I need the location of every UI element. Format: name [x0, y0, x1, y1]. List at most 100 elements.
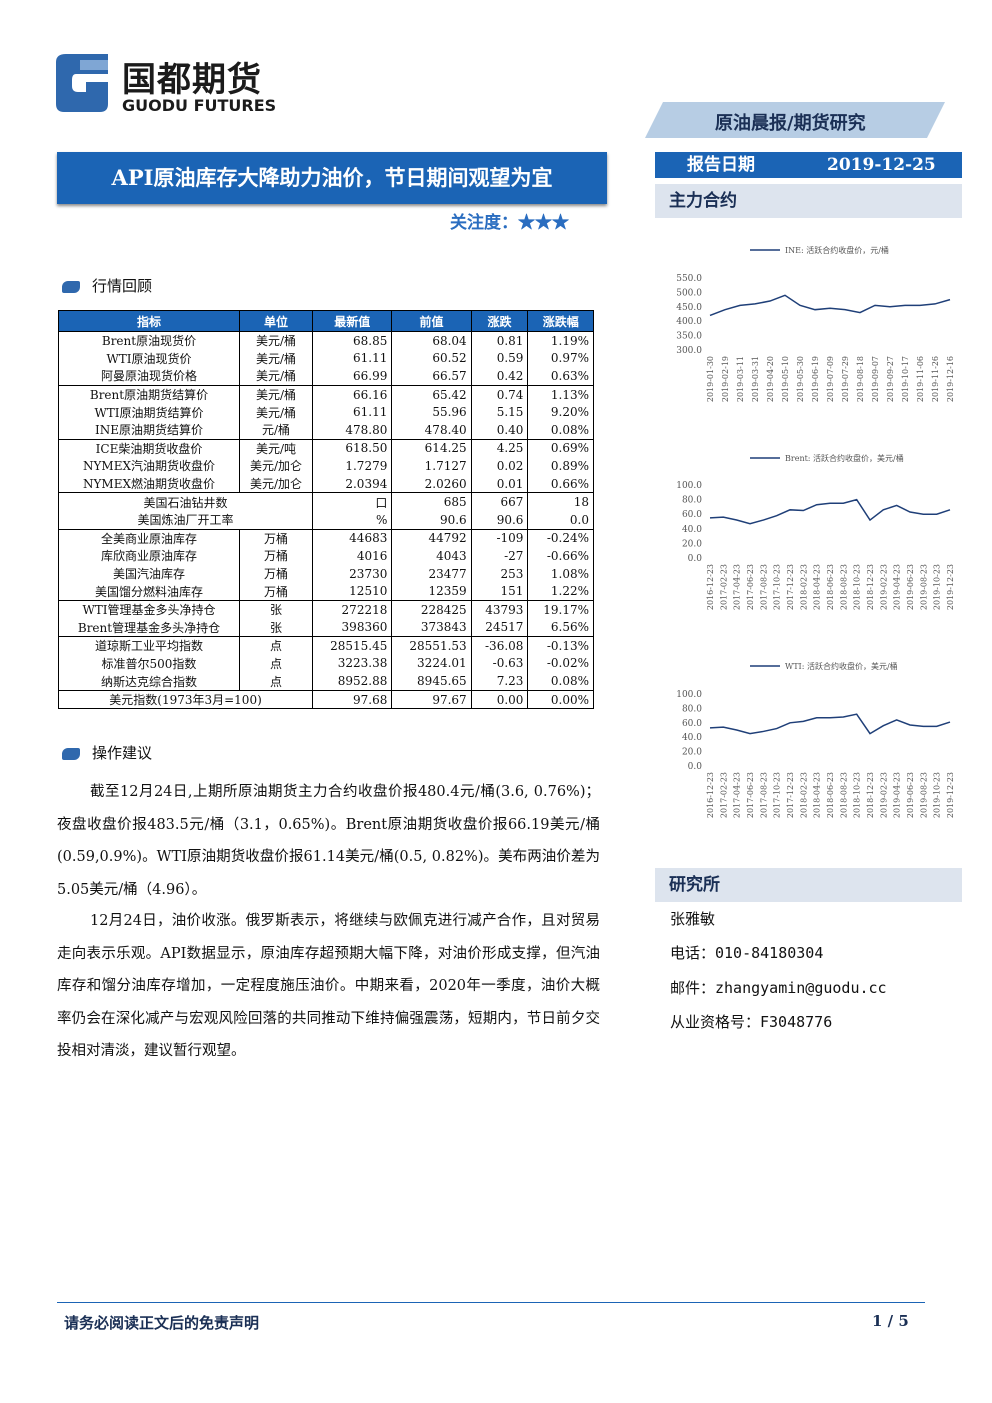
- table-row: Brent原油现货价 美元/桶 68.85 68.04 0.81 1.19%: [58, 330, 594, 350]
- x-tick-label: 2017-04-23: [733, 772, 742, 818]
- table-cell: 0.97%: [527, 349, 594, 368]
- table-cell: 66.16: [312, 384, 393, 404]
- table-cell: 道琼斯工业平均指数: [58, 636, 240, 655]
- column-header: 涨跌: [470, 310, 529, 332]
- x-tick-label: 2018-12-23: [866, 564, 875, 610]
- table-cell: 万桶: [238, 582, 314, 601]
- table-row: 美元指数(1973年3月=100) 97.68 97.67 0.00 0.00%: [57, 689, 594, 710]
- table-cell: 44792: [391, 528, 472, 548]
- x-tick-label: 2019-05-10: [781, 356, 790, 402]
- table-cell: 口: [312, 492, 393, 511]
- attention: 关注度：★★★: [450, 208, 569, 233]
- data-line: [709, 498, 951, 525]
- banner: 原油晨报/期货研究: [645, 102, 945, 138]
- table-cell: 66.99: [312, 367, 393, 386]
- table-cell: 美元/吨: [238, 438, 314, 458]
- y-tick-label: 60.0: [682, 510, 702, 520]
- research-bar: 研究所: [655, 868, 962, 902]
- table-cell: 美元/桶: [238, 367, 314, 386]
- table-cell: 4043: [391, 547, 472, 565]
- table-cell: 美元/桶: [238, 349, 314, 368]
- table-cell: 4.25: [470, 438, 529, 458]
- x-tick-label: 2017-10-23: [773, 564, 782, 610]
- x-tick-label: 2017-04-23: [733, 564, 742, 610]
- table-cell: 3223.38: [312, 654, 393, 673]
- table-row: Brent管理基金多头净持仓张 398360 373843 24517 6.56%: [58, 618, 594, 637]
- table-cell: WTI原油期货结算价: [58, 403, 240, 421]
- x-tick-label: 2018-08-23: [839, 564, 848, 610]
- page-number: 1 / 5: [872, 1312, 909, 1330]
- y-tick-label: 400.0: [676, 317, 702, 327]
- x-tick-label: 2017-06-23: [746, 772, 755, 818]
- table-cell: 1.08%: [527, 564, 594, 583]
- table-cell: 美国汽油库存: [58, 564, 240, 583]
- x-tick-label: 2019-02-23: [879, 772, 888, 818]
- table-cell: 28515.45: [312, 636, 393, 655]
- disclaimer: 请务必阅读正文后的免责声明: [64, 1314, 260, 1332]
- table-cell: NYMEX燃油期货收盘价: [58, 474, 240, 493]
- table-cell: 标准普尔500指数: [58, 654, 240, 673]
- table-row: WTI管理基金多头净持仓张 272218 228425 43793 19.17%: [58, 599, 594, 619]
- table-cell: 65.42: [391, 384, 472, 404]
- x-tick-label: 2019-08-18: [856, 356, 865, 402]
- x-tick-label: 2019-06-23: [906, 564, 915, 610]
- table-cell: -0.66%: [527, 547, 594, 565]
- column-header: 涨跌幅: [527, 310, 594, 332]
- table-cell: 万桶: [238, 528, 314, 548]
- table-cell: 19.17%: [527, 599, 594, 619]
- contracts-label: 主力合约: [669, 191, 737, 211]
- table-row: 库欣商业原油库存 万桶 4016 4043 -27 -0.66%: [58, 547, 594, 565]
- column-header: 单位: [238, 310, 314, 332]
- table-cell: 253: [470, 564, 529, 583]
- date-label: 报告日期: [687, 155, 755, 175]
- legend-label: INE: 活跃合约收盘价，元/桶: [785, 245, 889, 255]
- table-cell: 66.57: [391, 367, 472, 386]
- x-tick-label: 2017-06-23: [746, 564, 755, 610]
- x-tick-label: 2017-08-23: [759, 564, 768, 610]
- charts: 300.0 350.0 400.0 450.0 500.0 550.0 2019-01-30…: [676, 245, 955, 818]
- table-cell: 库欣商业原油库存: [58, 547, 240, 565]
- table-cell: 7.23: [470, 672, 529, 691]
- x-tick-label: 2019-12-16: [946, 356, 955, 402]
- table-cell: 美元/桶: [238, 330, 314, 350]
- table-cell: 28551.53: [391, 636, 472, 655]
- x-tick-label: 2019-11-26: [931, 356, 940, 402]
- table-cell: 美元指数(1973年3月=100): [57, 689, 314, 710]
- research-title: 研究所: [669, 875, 720, 895]
- date-bar: 报告日期 2019-12-25: [655, 152, 962, 178]
- table-row: WTI原油期货结算价 美元/桶 61.11 55.96 5.15 9.20%: [58, 403, 594, 421]
- table-row: 标准普尔500指数点 3223.38 3224.01 -0.63 -0.02%: [58, 654, 594, 673]
- contracts-bar: 主力合约: [655, 184, 962, 218]
- table-cell: 685: [391, 492, 472, 511]
- table-cell: 4016: [312, 547, 393, 565]
- table-cell: 0.00: [470, 689, 529, 710]
- table-cell: 60.52: [391, 349, 472, 368]
- table-cell: 0.0: [527, 510, 594, 530]
- table-cell: 美元/加仑: [238, 474, 314, 493]
- table-cell: 44683: [312, 528, 393, 548]
- x-tick-label: 2018-04-23: [813, 772, 822, 818]
- x-tick-label: 2019-02-19: [721, 356, 730, 402]
- table-row: WTI原油现货价 美元/桶 61.11 60.52 0.59 0.97%: [58, 349, 594, 368]
- table-cell: 23477: [391, 564, 472, 583]
- table-cell: 0.63%: [527, 367, 594, 386]
- x-tick-label: 2019-08-23: [919, 772, 928, 818]
- table-cell: 0.02: [470, 457, 529, 475]
- x-tick-label: 2019-07-09: [826, 356, 835, 402]
- table-cell: 8952.88: [312, 672, 393, 691]
- y-tick-label: 350.0: [676, 332, 702, 342]
- table-cell: 90.6: [470, 510, 529, 530]
- table-cell: 12359: [391, 582, 472, 601]
- y-tick-label: 20.0: [682, 748, 702, 758]
- table-row: 美国馏分燃料油库存 万桶 12510 12359 151 1.22%: [58, 582, 594, 601]
- table-cell: 228425: [391, 599, 472, 619]
- footer-rule: [57, 1302, 925, 1303]
- x-tick-label: 2019-10-17: [901, 356, 910, 402]
- x-tick-label: 2017-08-23: [759, 772, 768, 818]
- x-tick-label: 2018-10-23: [853, 772, 862, 818]
- table-cell: 美国馏分燃料油库存: [58, 582, 240, 601]
- y-tick-label: 80.0: [682, 704, 702, 714]
- table-cell: 万桶: [238, 547, 314, 565]
- y-tick-label: 60.0: [682, 719, 702, 729]
